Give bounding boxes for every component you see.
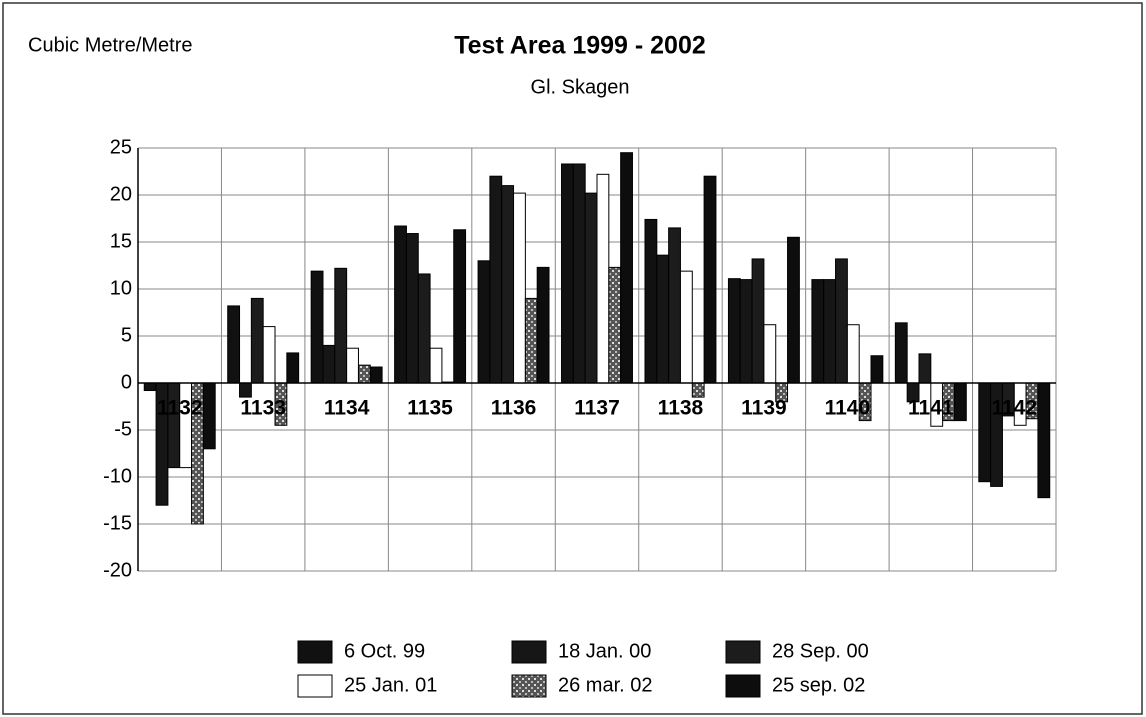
y-tick-label: 20 [110, 183, 132, 205]
legend-label: 25 Jan. 01 [344, 674, 437, 696]
x-tick-label: 1140 [825, 397, 871, 420]
bar [823, 279, 837, 384]
bar [202, 382, 216, 450]
bar [751, 258, 765, 384]
bar [357, 364, 371, 384]
bar [310, 270, 324, 384]
bar [584, 192, 598, 384]
bar [572, 163, 586, 384]
bar [334, 267, 348, 384]
bar [894, 322, 908, 384]
bar [489, 175, 503, 384]
bar [394, 225, 407, 384]
x-tick-label: 1135 [407, 397, 453, 420]
x-tick-label: 1134 [324, 397, 370, 420]
chart-subtitle: Gl. Skagen [531, 76, 630, 98]
y-tick-label: 0 [121, 371, 132, 393]
bar [369, 366, 383, 384]
legend-label: 6 Oct. 99 [344, 640, 425, 662]
legend-swatch [511, 640, 547, 664]
x-tick-label: 1132 [157, 397, 203, 420]
bar [250, 297, 264, 384]
bar [501, 185, 515, 384]
x-tick-label: 1142 [991, 397, 1037, 420]
legend-label: 25 sep. 02 [772, 674, 865, 696]
bar [322, 344, 336, 384]
bar [918, 353, 932, 384]
legend-swatch [725, 674, 761, 698]
x-tick-label: 1137 [574, 397, 620, 420]
bar [453, 229, 467, 384]
legend-label: 28 Sep. 00 [772, 640, 869, 662]
legend-swatch [725, 640, 761, 664]
x-tick-label: 1138 [658, 397, 704, 420]
bar [262, 326, 276, 384]
bar [536, 266, 550, 384]
bar [835, 258, 848, 384]
bar [227, 305, 241, 384]
y-axis-label: Cubic Metre/Metre [28, 34, 193, 56]
bar [405, 233, 419, 384]
y-tick-label: -20 [103, 559, 132, 581]
bar [608, 266, 622, 384]
bar [978, 382, 992, 483]
bar [703, 175, 717, 384]
bar [346, 347, 359, 384]
x-tick-label: 1133 [240, 397, 286, 420]
y-tick-label: 5 [121, 324, 132, 346]
y-tick-label: 25 [110, 136, 132, 158]
bar [727, 278, 741, 384]
x-tick-label: 1139 [741, 397, 787, 420]
bar [679, 270, 693, 384]
y-tick-label: -15 [103, 512, 132, 534]
y-tick-label: -10 [103, 465, 132, 487]
bar [953, 382, 967, 422]
legend-swatch [297, 640, 333, 664]
bar [143, 382, 157, 392]
bar [644, 218, 658, 384]
bar [513, 192, 526, 384]
legend-swatch [511, 674, 547, 698]
bar [811, 279, 825, 384]
legend-swatch [297, 674, 333, 698]
legend-label: 18 Jan. 00 [558, 640, 651, 662]
bar [870, 355, 884, 384]
bar [596, 173, 610, 384]
bar [656, 254, 670, 384]
x-tick-label: 1136 [491, 397, 537, 420]
bar [787, 236, 800, 384]
bar [429, 347, 443, 384]
bar [239, 382, 252, 398]
chart-title: Test Area 1999 - 2002 [454, 32, 706, 60]
y-tick-label: 10 [110, 277, 132, 299]
x-tick-label: 1141 [908, 397, 954, 420]
bar [691, 382, 705, 398]
y-tick-label: -5 [114, 418, 132, 440]
bar [668, 227, 681, 384]
y-tick-label: 15 [110, 230, 132, 252]
bar [286, 352, 300, 384]
bar [1037, 382, 1051, 499]
legend-label: 26 mar. 02 [558, 674, 653, 696]
bar [477, 260, 491, 384]
bar [739, 279, 753, 384]
bar [763, 324, 777, 384]
bar [524, 297, 538, 384]
bar [620, 152, 633, 384]
bar [417, 273, 431, 384]
bar [846, 324, 860, 384]
bar [561, 163, 574, 384]
